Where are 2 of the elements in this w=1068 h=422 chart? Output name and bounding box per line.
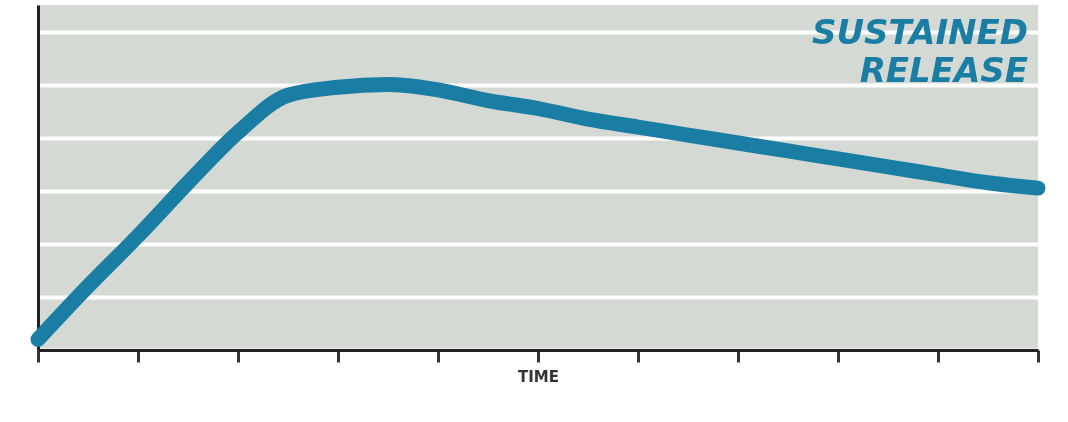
- annotation: SUSTAINED RELEASE: [811, 12, 1028, 90]
- x-axis-title: TIME: [518, 368, 559, 386]
